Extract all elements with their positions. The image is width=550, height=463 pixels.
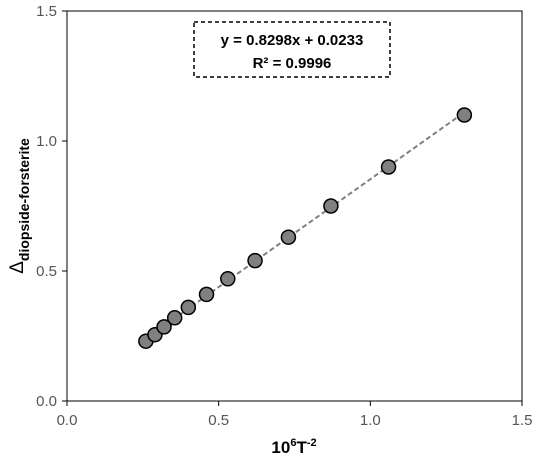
data-point bbox=[456, 107, 473, 123]
data-points bbox=[138, 107, 473, 349]
trendline-equation: y = 0.8298x + 0.0233 bbox=[221, 32, 364, 49]
data-point bbox=[198, 286, 215, 303]
y-tick-label: 1.5 bbox=[36, 3, 57, 20]
y-tick-label: 0.0 bbox=[36, 393, 57, 410]
data-point bbox=[220, 271, 236, 287]
data-point bbox=[166, 310, 183, 326]
x-tick-label: 0.5 bbox=[208, 412, 229, 429]
plot-frame bbox=[66, 10, 523, 402]
data-point bbox=[156, 319, 172, 335]
y-axis-ticks: 0.0 0.5 1.0 1.5 bbox=[36, 3, 67, 410]
equation-box: y = 0.8298x + 0.0233 R² = 0.9996 bbox=[193, 21, 391, 78]
x-tick-label: 1.5 bbox=[512, 412, 533, 429]
trendline bbox=[145, 111, 465, 340]
r-squared: R² = 0.9996 bbox=[253, 55, 332, 72]
data-point bbox=[380, 159, 397, 175]
data-point bbox=[280, 229, 297, 245]
x-axis-ticks: 0.0 0.5 1.0 1.5 bbox=[57, 401, 533, 429]
data-point bbox=[323, 198, 339, 214]
y-tick-label: 1.0 bbox=[36, 133, 57, 150]
y-axis-title: Δdiopside-forsterite bbox=[7, 138, 32, 274]
data-point bbox=[180, 299, 197, 316]
x-axis-title: 106T-2 bbox=[271, 437, 316, 457]
x-tick-label: 1.0 bbox=[360, 412, 381, 429]
y-tick-label: 0.5 bbox=[36, 263, 57, 280]
data-point bbox=[247, 252, 263, 269]
x-tick-label: 0.0 bbox=[57, 412, 78, 429]
